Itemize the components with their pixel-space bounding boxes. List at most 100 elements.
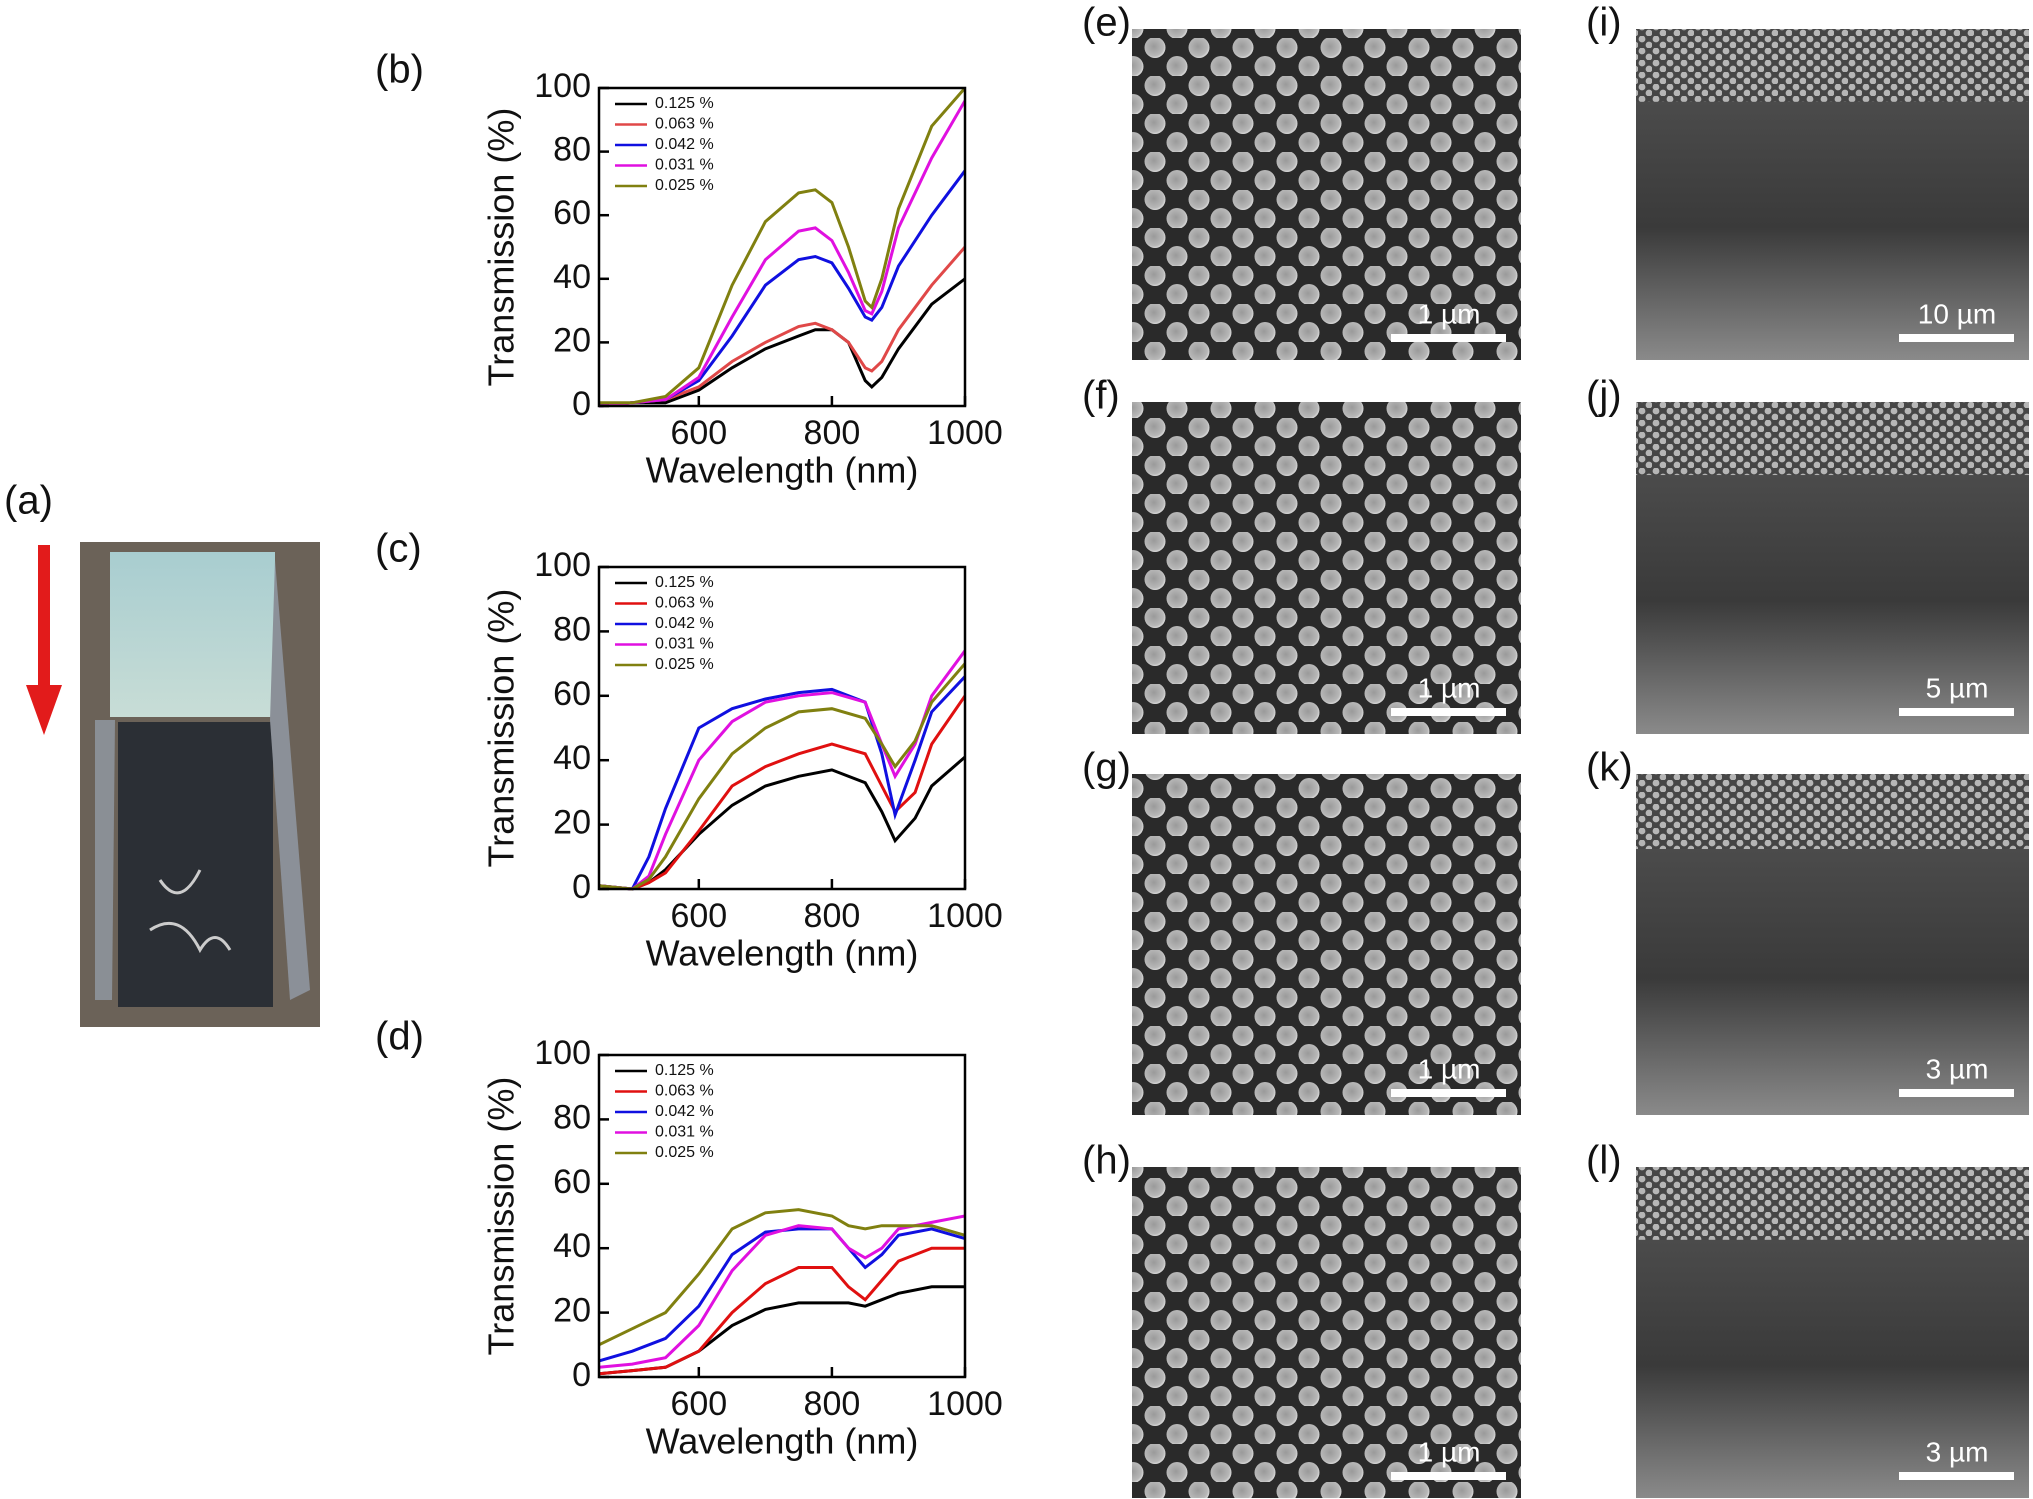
sample-photo xyxy=(80,542,320,1027)
scale-bar xyxy=(1391,1089,1506,1097)
sem-top-layer xyxy=(1636,774,2029,850)
data-line xyxy=(599,277,965,408)
sem-image: 5 µm xyxy=(1636,402,2029,734)
x-tick-label: 800 xyxy=(804,1385,861,1423)
scale-bar xyxy=(1899,334,2014,342)
y-tick-label: 0 xyxy=(572,1356,591,1394)
legend-label: 0.042 % xyxy=(655,615,714,632)
scale-bar-label: 1 µm xyxy=(1418,298,1481,329)
sem-image: 1 µm xyxy=(1132,402,1521,734)
sem-top-layer xyxy=(1636,1167,2029,1240)
legend-label: 0.025 % xyxy=(655,656,714,673)
x-tick-label: 600 xyxy=(670,1385,727,1423)
legend-label: 0.025 % xyxy=(655,1144,714,1161)
sem-background xyxy=(1132,29,1521,360)
x-tick-label: 1000 xyxy=(927,1385,1003,1423)
lines xyxy=(599,87,965,408)
x-tick-label: 600 xyxy=(670,414,727,452)
legend-label: 0.042 % xyxy=(655,1103,714,1120)
x-tick-label: 800 xyxy=(804,414,861,452)
y-tick-label: 20 xyxy=(553,1292,591,1330)
scale-bar xyxy=(1899,708,2014,716)
scale-bar-label: 3 µm xyxy=(1926,1436,1989,1467)
scale-bar xyxy=(1899,1472,2014,1480)
plot-frame xyxy=(597,86,967,408)
scale-bar-label: 1 µm xyxy=(1418,1436,1481,1467)
panel-label: (a) xyxy=(4,479,53,523)
y-axis-title: Transmission (%) xyxy=(481,589,522,868)
x-tick-label: 1000 xyxy=(927,897,1003,935)
data-line xyxy=(599,1227,965,1363)
sem-image: 1 µm xyxy=(1132,29,1521,360)
y-tick-label: 80 xyxy=(553,610,591,648)
legend-label: 0.125 % xyxy=(655,95,714,112)
y-tick-label: 20 xyxy=(553,321,591,359)
lines xyxy=(599,1208,965,1376)
legend-label: 0.063 % xyxy=(655,595,714,612)
arrow-shaft xyxy=(38,545,50,685)
panel-label: (g) xyxy=(1082,746,1131,790)
data-line xyxy=(599,662,965,891)
scale-bar xyxy=(1391,708,1506,716)
legend-label: 0.063 % xyxy=(655,1083,714,1100)
legend-label: 0.031 % xyxy=(655,636,714,653)
y-tick-label: 80 xyxy=(553,131,591,169)
data-line xyxy=(599,1214,965,1369)
scale-bar xyxy=(1391,1472,1506,1480)
panel-label: (j) xyxy=(1586,374,1622,418)
data-line xyxy=(599,99,965,408)
legend-label: 0.042 % xyxy=(655,136,714,153)
y-tick-label: 60 xyxy=(553,194,591,232)
y-tick-label: 40 xyxy=(553,739,591,777)
plot-frame xyxy=(597,565,967,891)
x-tick-label: 600 xyxy=(670,897,727,935)
y-tick-label: 100 xyxy=(534,546,591,584)
x-tick-label: 1000 xyxy=(927,414,1003,452)
legend-label: 0.063 % xyxy=(655,116,714,133)
legend-label: 0.031 % xyxy=(655,1124,714,1141)
scale-bar-label: 5 µm xyxy=(1926,672,1989,703)
data-line xyxy=(599,1246,965,1376)
panel-label: (k) xyxy=(1586,746,1633,790)
y-axis-title: Transmission (%) xyxy=(481,108,522,387)
panel-label: (i) xyxy=(1586,1,1622,45)
scale-bar xyxy=(1899,1089,2014,1097)
x-axis-title: Wavelength (nm) xyxy=(646,1421,919,1462)
scale-bar xyxy=(1391,334,1506,342)
data-line xyxy=(599,1208,965,1347)
data-line xyxy=(599,694,965,891)
sem-top-layer xyxy=(1636,29,2029,102)
panel-label: (d) xyxy=(375,1015,424,1059)
legend-label: 0.031 % xyxy=(655,157,714,174)
panel-label: (h) xyxy=(1082,1139,1131,1183)
sem-background xyxy=(1132,402,1521,734)
sem-image: 3 µm xyxy=(1636,774,2029,1115)
y-tick-label: 100 xyxy=(534,67,591,105)
y-axis-title: Transmission (%) xyxy=(481,1077,522,1356)
lines xyxy=(599,649,965,891)
legend-label: 0.025 % xyxy=(655,177,714,194)
arrow-head xyxy=(26,685,62,735)
panel-label: (e) xyxy=(1082,1,1131,45)
sem-top-layer xyxy=(1636,402,2029,476)
scale-bar-label: 10 µm xyxy=(1918,298,1996,329)
y-tick-label: 60 xyxy=(553,675,591,713)
legend-label: 0.125 % xyxy=(655,574,714,591)
panel-label: (c) xyxy=(375,527,422,571)
y-tick-label: 60 xyxy=(553,1163,591,1201)
panel-label: (l) xyxy=(1586,1139,1622,1183)
y-tick-label: 40 xyxy=(553,258,591,296)
data-line xyxy=(599,87,965,405)
sem-image: 10 µm xyxy=(1636,29,2029,360)
y-tick-label: 20 xyxy=(553,804,591,842)
y-tick-label: 100 xyxy=(534,1034,591,1072)
y-tick-label: 0 xyxy=(572,868,591,906)
data-line xyxy=(599,649,965,891)
x-axis-title: Wavelength (nm) xyxy=(646,450,919,491)
scale-bar-label: 3 µm xyxy=(1926,1053,1989,1084)
data-line xyxy=(599,675,965,891)
